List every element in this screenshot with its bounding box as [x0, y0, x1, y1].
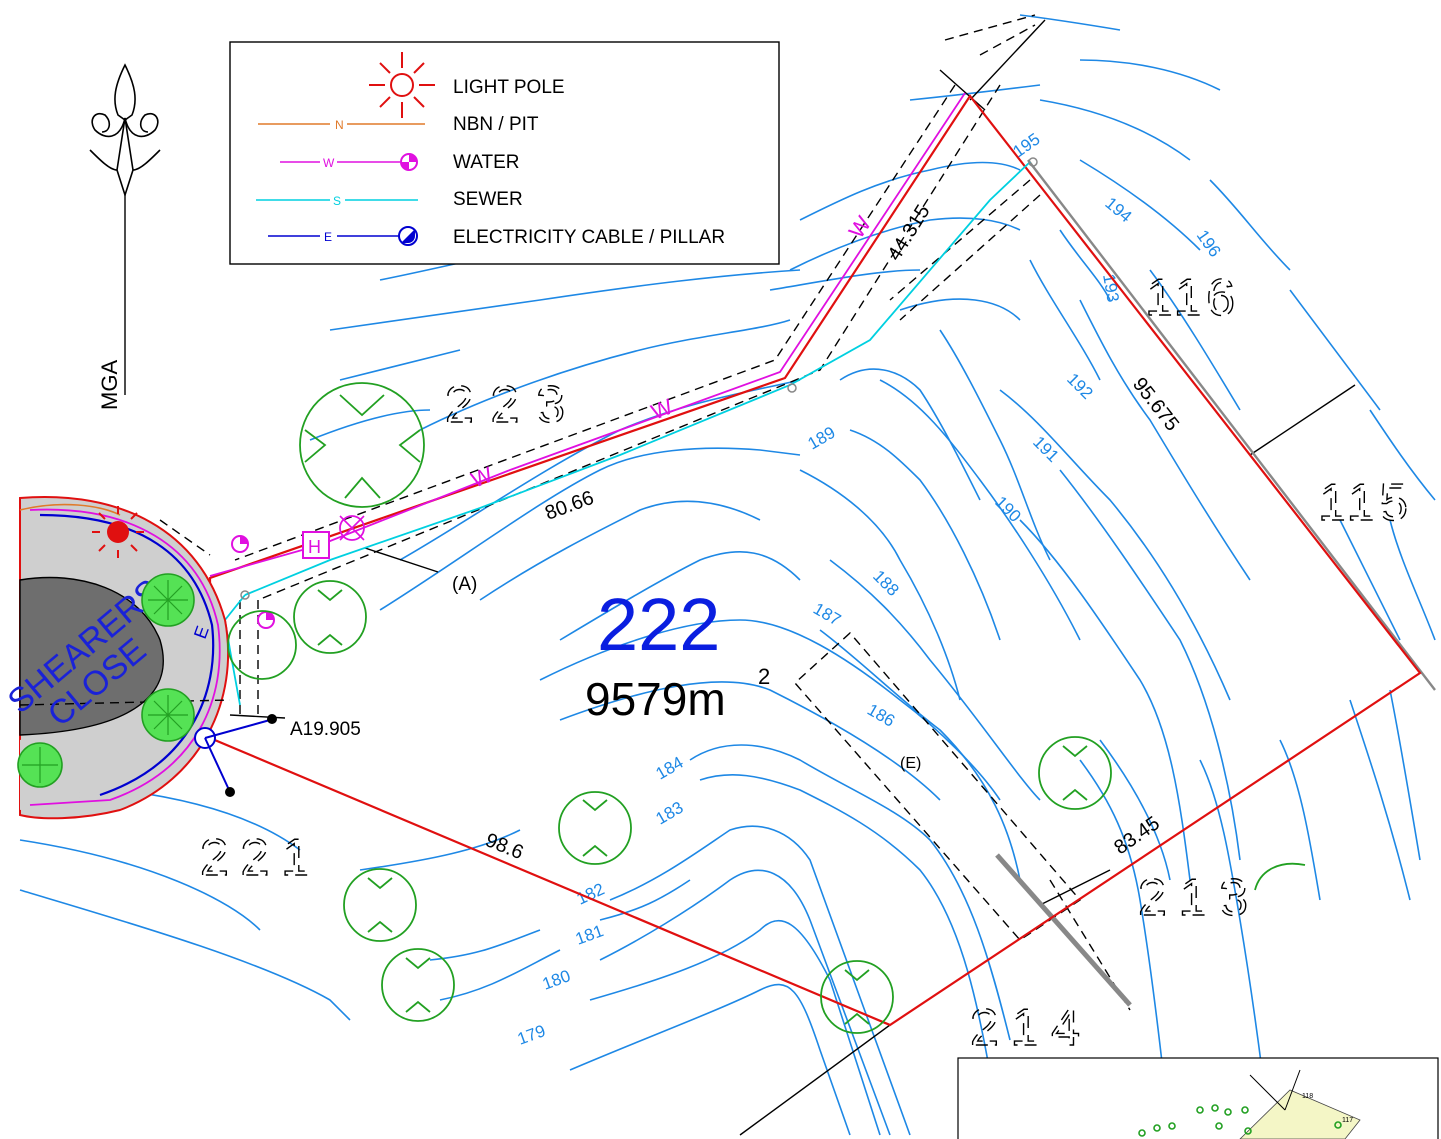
- legend-row-water: W WATER: [280, 152, 520, 173]
- tree-icon: [1254, 862, 1306, 891]
- legend-line-tag: E: [324, 230, 332, 244]
- neighbour-lot-labels: 223 221 116 115 213 214: [199, 268, 1408, 1057]
- tree-icon: [558, 791, 632, 865]
- easement-e-label: (E): [900, 755, 921, 772]
- legend-line-tag: N: [335, 118, 344, 132]
- tree-icon: [227, 610, 297, 680]
- locality-inset: 118 117: [957, 1057, 1439, 1139]
- neighbour-lot-number: 221: [200, 829, 310, 887]
- tree-icon: [141, 688, 195, 742]
- inset-lot-118: 118: [1302, 1093, 1313, 1100]
- street-furniture: [92, 506, 365, 629]
- north-arrow: MGA: [89, 63, 161, 410]
- legend-row-electricity: E ELECTRICITY CABLE / PILLAR: [268, 226, 725, 248]
- contour-label: 193: [1099, 272, 1123, 303]
- lot-number: 222: [597, 583, 720, 666]
- legend-frame: [229, 41, 780, 265]
- nbn-pit-icon: [339, 515, 365, 541]
- tree-icon: [17, 742, 63, 788]
- lot-area: 9579m: [585, 673, 726, 725]
- legend-line-tag: W: [323, 156, 335, 170]
- north-arrow-label: MGA: [97, 360, 122, 410]
- lot-area-unit: 2: [758, 664, 770, 689]
- legend-label: SEWER: [453, 189, 523, 210]
- inset-frame: [957, 1057, 1439, 1139]
- road-boundaries: [229, 19, 1356, 1136]
- legend-line-tag: S: [333, 194, 341, 208]
- water-meter-icon: [257, 611, 275, 629]
- tree-icon: [299, 382, 425, 508]
- light-pole-icon: [92, 506, 144, 558]
- tree-icon: [820, 960, 894, 1034]
- legend-row-nbn: N NBN / PIT: [258, 114, 539, 135]
- dimension-frontage: A19.905: [290, 719, 361, 740]
- electric-pillar-icon: [398, 226, 418, 246]
- trees: [17, 382, 1306, 1034]
- light-pole-icon: [369, 52, 435, 118]
- tree-icon: [343, 868, 417, 942]
- hydrant: H: [302, 531, 330, 559]
- legend-row-light-pole: LIGHT POLE: [369, 52, 565, 118]
- legend-row-sewer: S SEWER: [256, 189, 523, 210]
- legend-label: NBN / PIT: [453, 114, 539, 135]
- lot-label: 222 9579m 2: [585, 583, 770, 725]
- water-meter-icon: [400, 153, 418, 171]
- hydrant-label: H: [308, 537, 321, 557]
- tree-icon: [141, 573, 195, 627]
- overhead-line: [995, 159, 1436, 1007]
- neighbour-lot-number: 115: [1318, 474, 1408, 532]
- legend-label: WATER: [453, 152, 520, 173]
- tree-icon: [1038, 736, 1112, 810]
- tree-icon: [381, 948, 455, 1022]
- legend: LIGHT POLE N NBN / PIT W WATER S SEWER E: [229, 41, 780, 265]
- legend-label: ELECTRICITY CABLE / PILLAR: [453, 227, 725, 248]
- neighbour-lot-number: 214: [970, 999, 1080, 1057]
- tree-icon: [293, 580, 367, 654]
- inset-lot-117: 117: [1342, 1117, 1353, 1124]
- legend-label: LIGHT POLE: [453, 77, 565, 98]
- neighbour-lot-number: 213: [1138, 869, 1248, 927]
- neighbour-lot-number: 116: [1145, 269, 1235, 327]
- neighbour-lot-number: 223: [445, 376, 565, 434]
- easement-a-label: (A): [452, 574, 477, 595]
- water-meter-icon: [231, 535, 249, 553]
